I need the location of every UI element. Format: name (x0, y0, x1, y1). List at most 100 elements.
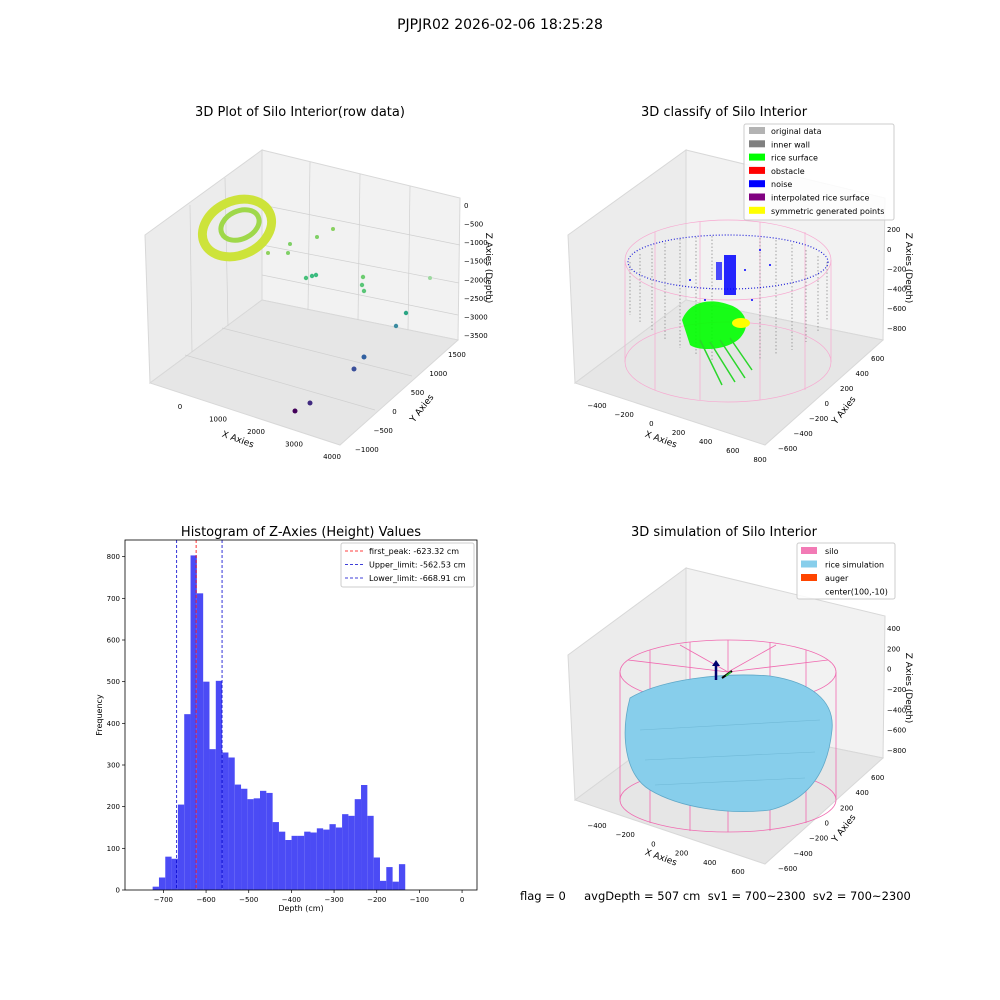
panel-raw-3d: 3D Plot of Silo Interior(row data) X Axi… (144, 105, 493, 461)
y-tick-label: 400 (856, 789, 869, 797)
z-tick-label: −3500 (464, 332, 488, 340)
x-tick-label: −600 (196, 896, 215, 904)
z-tick-label: −800 (887, 325, 906, 333)
histogram-legend-box (340, 542, 475, 588)
histogram-bar (272, 822, 279, 890)
y-tick-label: −200 (809, 415, 828, 423)
panel-classify-title: 3D classify of Silo Interior (641, 105, 808, 120)
z-tick-label: 200 (887, 226, 900, 234)
legend-swatch (749, 127, 765, 134)
y-tick-label: 1500 (448, 351, 466, 359)
y-tick-label: −1000 (355, 446, 379, 454)
raw-z-label: Z Axies (Depth) (483, 233, 493, 304)
legend-label: noise (771, 180, 792, 189)
histogram-bar (348, 815, 355, 890)
sim-legend: silo rice simulation auger center(100,-10) (796, 542, 896, 600)
histogram-bar (354, 799, 362, 890)
z-tick-label: 400 (887, 625, 900, 633)
y-tick-label: 600 (871, 774, 884, 782)
histogram-bar (247, 799, 254, 890)
panel-simulation-3d: 3D simulation of Silo Interior silo rice … (567, 525, 913, 876)
legend-label: Upper_limit: -562.53 cm (369, 561, 466, 570)
y-tick-label: −200 (809, 835, 828, 843)
legend-label: inner wall (771, 140, 810, 149)
x-tick-label: 0 (460, 896, 464, 904)
classify-symmetric (732, 318, 750, 328)
z-tick-label: −600 (887, 305, 906, 313)
histogram-bar (392, 881, 399, 890)
x-tick-label: 400 (699, 438, 712, 446)
y-tick-label: 200 (107, 803, 120, 811)
x-tick-label: −200 (615, 411, 634, 419)
raw-tick-labels: 0 1000 2000 3000 4000 −1000 −500 0 500 1000 1500 0 −… (178, 202, 488, 461)
histogram-bar (241, 788, 248, 890)
legend-swatch (749, 153, 765, 161)
y-tick-label: 500 (411, 389, 424, 397)
histogram-bar (165, 856, 172, 890)
y-tick-label: 100 (107, 845, 120, 853)
y-tick-label: 400 (107, 720, 120, 728)
histogram-bar (386, 867, 393, 890)
classify-tick-labels: −400−2000200400600800−600−400−2000200400… (587, 226, 906, 464)
x-tick-label: 0 (651, 840, 655, 848)
histogram-bar (323, 829, 330, 890)
legend-label: rice surface (771, 154, 818, 163)
panel-simulation-title: 3D simulation of Silo Interior (631, 525, 818, 540)
legend-label: silo (825, 547, 839, 556)
histogram-bar (203, 681, 210, 890)
histogram-bar (329, 824, 336, 890)
sim-rice-body (624, 674, 833, 812)
y-tick-label: 700 (107, 595, 120, 603)
histogram-bar (177, 804, 185, 890)
histogram-bar (291, 835, 298, 890)
histogram-bar (335, 827, 343, 890)
sim-x-label: X Axies (643, 848, 678, 869)
legend-swatch (801, 560, 817, 568)
panel-raw-title: 3D Plot of Silo Interior(row data) (195, 105, 405, 120)
legend-swatch (801, 574, 817, 581)
z-tick-label: −400 (887, 706, 906, 714)
x-tick-label: 400 (703, 859, 716, 867)
x-tick-label: 600 (726, 447, 739, 455)
x-tick-label: −400 (282, 896, 301, 904)
histogram-x-label: Depth (cm) (278, 904, 323, 913)
y-tick-label: −400 (794, 850, 813, 858)
sim-z-label: Z Axies (Depth) (903, 653, 913, 724)
x-tick-label: 2000 (247, 428, 265, 436)
legend-swatch (749, 140, 765, 148)
sim-y-label: Y Axies (830, 813, 859, 846)
y-tick-label: 400 (856, 370, 869, 378)
y-tick-label: 0 (825, 820, 829, 828)
y-tick-label: 600 (871, 355, 884, 363)
legend-label: obstacle (771, 167, 805, 176)
z-tick-label: −200 (887, 686, 906, 694)
histogram-bar (158, 877, 166, 890)
z-tick-label: −800 (887, 747, 906, 755)
histogram-bar (285, 840, 292, 890)
legend-swatch (801, 547, 817, 554)
z-tick-label: −600 (887, 727, 906, 735)
histogram-bar (196, 593, 204, 890)
histogram-bar (297, 835, 305, 890)
figure-title: PJPJR02 2026-02-06 18:25:28 (397, 17, 603, 33)
legend-label: interpolated rice surface (771, 194, 869, 203)
histogram-bar (215, 680, 223, 890)
histogram-bar (342, 814, 349, 890)
histogram-bar (228, 757, 235, 890)
z-tick-label: 0 (887, 246, 891, 254)
classify-legend: original data inner wall rice surface obsta… (743, 123, 895, 221)
y-tick-label: 200 (840, 385, 853, 393)
histogram-bar (171, 858, 178, 890)
histogram-x-ticks: −700 −600 −500 −400 −300 −200 −100 0 (154, 890, 464, 904)
z-tick-label: −2000 (464, 276, 488, 284)
histogram-bar (278, 831, 286, 890)
histogram-bars (152, 555, 406, 890)
y-tick-label: 1000 (429, 370, 447, 378)
panel-histogram: Histogram of Z-Axies (Height) Values −70… (95, 525, 478, 913)
histogram-bar (316, 828, 324, 890)
y-tick-label: 500 (107, 678, 120, 686)
histogram-bar (373, 857, 380, 890)
y-tick-label: −500 (374, 427, 393, 435)
y-tick-label: −400 (794, 430, 813, 438)
